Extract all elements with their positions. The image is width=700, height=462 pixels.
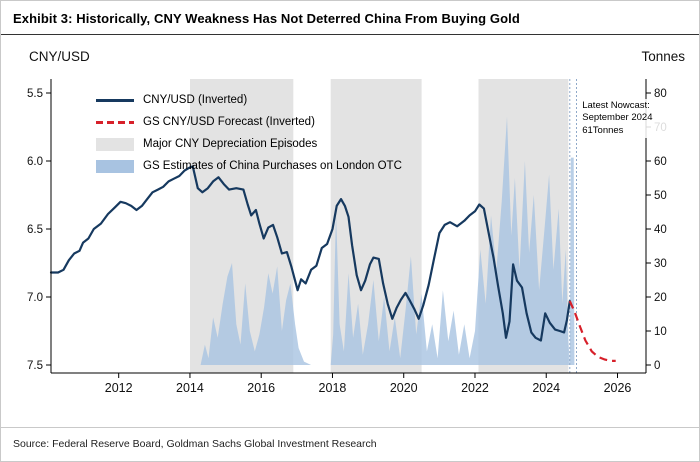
right-axis-tick-label: 20 — [654, 292, 667, 304]
left-axis-tick-label: 7.0 — [27, 292, 43, 304]
source-text: Source: Federal Reserve Board, Goldman S… — [1, 427, 699, 450]
legend-item-purchases: GS Estimates of China Purchases on Londo… — [96, 155, 402, 177]
legend-item-cny-line: CNY/USD (Inverted) — [96, 89, 402, 111]
cny-usd-line — [49, 165, 571, 342]
right-axis-tick-label: 60 — [654, 156, 667, 168]
left-axis-tick-label: 5.5 — [27, 88, 43, 100]
nowcast-line-3: 61Tonnes — [582, 124, 624, 136]
gray-band-swatch-icon — [96, 137, 134, 151]
forecast-dashed-swatch-icon — [96, 120, 134, 124]
nowcast-line-1: Latest Nowcast: — [582, 100, 650, 111]
x-axis-tick-label: 2024 — [532, 381, 560, 395]
exhibit-title: Exhibit 3: Historically, CNY Weakness Ha… — [13, 11, 520, 26]
cny-line-swatch-icon — [96, 98, 134, 102]
left-axis-tick-label: 7.5 — [27, 360, 43, 372]
legend-label-depreciation-episodes: Major CNY Depreciation Episodes — [143, 138, 318, 150]
blue-area-swatch-icon — [96, 159, 134, 173]
legend-label-cny-line: CNY/USD (Inverted) — [143, 94, 248, 106]
left-axis-tick-label: 6.5 — [27, 224, 43, 236]
x-axis-tick-label: 2026 — [604, 381, 632, 395]
legend-item-forecast: GS CNY/USD Forecast (Inverted) — [96, 111, 402, 133]
china-purchases-area — [200, 116, 575, 365]
left-axis-title: CNY/USD — [29, 49, 90, 64]
chart-region: CNY/USD Tonnes 5.5 6.0 6.5 7.0 7.5 0 10 20 30 40 5… — [1, 35, 699, 427]
right-axis-tick-label: 80 — [654, 88, 667, 100]
legend-label-forecast: GS CNY/USD Forecast (Inverted) — [143, 116, 315, 128]
nowcast-line-2: September 2024 — [582, 112, 653, 124]
right-axis-tick-label: 30 — [654, 258, 667, 270]
x-axis-tick-label: 2020 — [390, 381, 418, 395]
figure-header: Exhibit 3: Historically, CNY Weakness Ha… — [1, 1, 699, 35]
chart-canvas: 5.56.06.57.07.50102030405060708020122014… — [27, 79, 667, 395]
cny-forecast-line — [568, 300, 616, 362]
right-axis-tick-label: 10 — [654, 326, 667, 338]
x-axis-tick-label: 2018 — [319, 381, 347, 395]
legend-label-purchases: GS Estimates of China Purchases on Londo… — [143, 160, 402, 172]
legend-item-depreciation-episodes: Major CNY Depreciation Episodes — [96, 133, 402, 155]
chart-legend: CNY/USD (Inverted) GS CNY/USD Forecast (… — [96, 89, 402, 177]
right-axis-title: Tonnes — [641, 49, 685, 64]
right-axis-tick-label: 50 — [654, 190, 667, 202]
right-axis-tick-label: 40 — [654, 224, 667, 236]
x-axis-tick-label: 2012 — [105, 381, 133, 395]
right-axis-tick-label: 0 — [654, 360, 660, 372]
x-axis-tick-label: 2014 — [176, 381, 204, 395]
x-axis-tick-label: 2022 — [461, 381, 489, 395]
x-axis-tick-label: 2016 — [247, 381, 275, 395]
nowcast-annotation: Latest Nowcast: September 2024 61Tonnes — [579, 99, 680, 139]
left-axis-tick-label: 6.0 — [27, 156, 43, 168]
